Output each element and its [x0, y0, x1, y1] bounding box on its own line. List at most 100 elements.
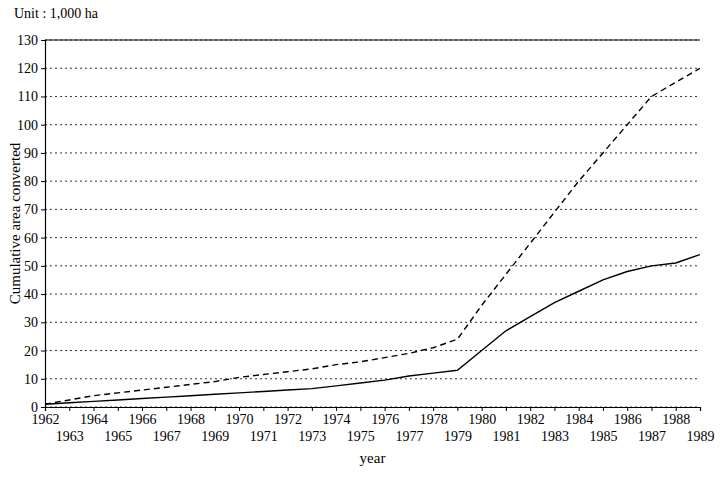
y-tick: 110 [18, 89, 45, 104]
x-tick-mark [506, 407, 507, 411]
x-tick-label: 1964 [80, 412, 108, 427]
grid-line [45, 181, 700, 182]
x-tick-mark [288, 407, 289, 411]
x-tick-mark [118, 407, 119, 411]
y-tick-label: 30 [24, 315, 38, 330]
y-tick-mark [41, 238, 45, 239]
x-tick-label: 1977 [395, 429, 423, 444]
y-tick: 130 [17, 33, 45, 48]
y-tick-label: 130 [17, 33, 38, 48]
x-tick-label: 1970 [226, 412, 254, 427]
x-tick-label: 1971 [250, 429, 278, 444]
y-tick: 40 [24, 287, 45, 302]
x-tick-mark [94, 407, 95, 411]
x-tick: 1962 [32, 407, 60, 427]
x-tick-label: 1968 [177, 412, 205, 427]
x-tick-mark [482, 407, 483, 411]
grid-line [45, 294, 700, 295]
grid-line [45, 209, 700, 210]
x-tick-label: 1979 [444, 429, 472, 444]
grid-line [45, 124, 700, 125]
x-tick-label: 1987 [638, 429, 666, 444]
y-tick-mark [41, 209, 45, 210]
y-tick-mark [41, 407, 45, 408]
x-tick-mark [433, 407, 434, 411]
x-tick-mark [45, 407, 46, 411]
x-tick-mark [215, 407, 216, 411]
x-tick: 1964 [80, 407, 108, 427]
y-tick-mark [41, 351, 45, 352]
x-tick: 1978 [420, 407, 448, 427]
x-tick-label: 1982 [517, 412, 545, 427]
x-tick-mark [69, 407, 70, 411]
x-tick: 1989 [687, 407, 715, 444]
grid-line [45, 322, 700, 323]
x-tick-mark [676, 407, 677, 411]
x-tick: 1980 [468, 407, 496, 427]
x-tick-mark [603, 407, 604, 411]
x-tick-label: 1963 [56, 429, 84, 444]
y-tick-label: 120 [17, 61, 38, 76]
y-tick-label: 60 [24, 231, 38, 246]
x-tick-mark [579, 407, 580, 411]
x-tick: 1982 [517, 407, 545, 427]
x-tick-label: 1983 [541, 429, 569, 444]
y-axis-title: Cumulative area converted [7, 142, 23, 304]
y-axis-line [41, 41, 46, 408]
x-tick-mark [627, 407, 628, 411]
y-tick-mark [41, 125, 45, 126]
x-tick-mark [166, 407, 167, 411]
y-tick-label: 40 [24, 287, 38, 302]
y-tick: 50 [24, 259, 45, 274]
y-tick-mark [41, 379, 45, 380]
x-tick: 1974 [323, 407, 351, 427]
grid-line [45, 96, 700, 97]
x-tick: 1988 [662, 407, 690, 427]
x-tick-mark [530, 407, 531, 411]
y-tick-mark [41, 96, 45, 97]
y-tick-label: 110 [18, 89, 38, 104]
y-tick-label: 90 [24, 146, 38, 161]
x-axis-line [46, 408, 701, 412]
y-tick-mark [41, 181, 45, 182]
x-tick-label: 1965 [104, 429, 132, 444]
x-tick-mark [142, 407, 143, 411]
x-tick-label: 1966 [129, 412, 157, 427]
y-tick-mark [41, 266, 45, 267]
x-tick-mark [336, 407, 337, 411]
x-tick-mark [360, 407, 361, 411]
grid-line [45, 350, 700, 351]
y-tick-mark [41, 153, 45, 154]
x-tick-label: 1967 [153, 429, 181, 444]
x-tick-mark [457, 407, 458, 411]
y-tick-label: 10 [24, 372, 38, 387]
y-tick: 90 [24, 146, 45, 161]
x-tick-label: 1984 [565, 412, 593, 427]
x-tick-label: 1972 [274, 412, 302, 427]
x-tick-label: 1981 [492, 429, 520, 444]
x-tick-mark [700, 407, 701, 411]
lines [45, 68, 700, 404]
x-tick-label: 1975 [347, 429, 375, 444]
x-tick: 1966 [129, 407, 157, 427]
y-tick-mark [41, 40, 45, 41]
series-line [45, 68, 700, 404]
y-tick-label: 70 [24, 202, 38, 217]
y-tick-mark [41, 322, 45, 323]
x-tick-mark [191, 407, 192, 411]
x-tick-label: 1980 [468, 412, 496, 427]
x-tick: 1968 [177, 407, 205, 427]
x-tick: 1984 [565, 407, 593, 427]
x-tick-mark [651, 407, 652, 411]
y-tick: 70 [24, 202, 45, 217]
y-tick-mark [41, 68, 45, 69]
y-tick-label: 50 [24, 259, 38, 274]
y-tick: 120 [17, 61, 45, 76]
y-tick: 30 [24, 315, 45, 330]
y-tick-label: 20 [24, 344, 38, 359]
x-tick-mark [239, 407, 240, 411]
x-tick-label: 1985 [589, 429, 617, 444]
x-tick-mark [312, 407, 313, 411]
y-tick-label: 80 [24, 174, 38, 189]
grid [45, 40, 700, 407]
